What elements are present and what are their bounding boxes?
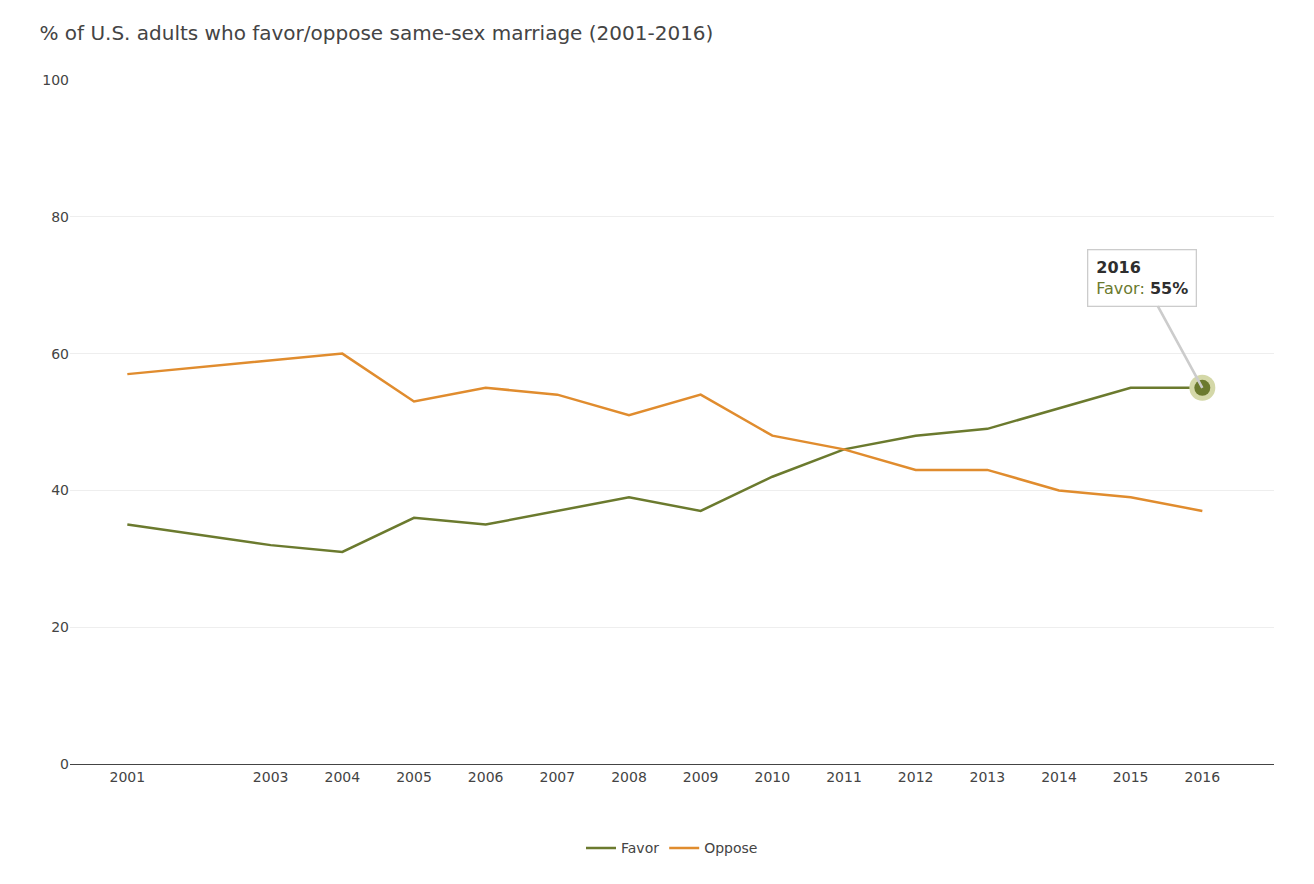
svg-text:% of U.S. adults who favor/opp: % of U.S. adults who favor/oppose same-s… <box>39 21 713 45</box>
svg-text:Oppose: Oppose <box>704 840 757 856</box>
svg-text:40: 40 <box>51 482 69 498</box>
svg-text:100: 100 <box>42 72 69 88</box>
svg-text:2007: 2007 <box>540 769 576 785</box>
svg-text:80: 80 <box>51 209 69 225</box>
svg-text:2016: 2016 <box>1185 769 1221 785</box>
svg-text:2014: 2014 <box>1041 769 1077 785</box>
svg-text:2001: 2001 <box>110 769 146 785</box>
svg-text:2011: 2011 <box>826 769 862 785</box>
svg-text:2012: 2012 <box>898 769 934 785</box>
svg-text:2008: 2008 <box>611 769 647 785</box>
svg-text:Favor: Favor <box>621 840 659 856</box>
svg-text:60: 60 <box>51 346 69 362</box>
svg-text:0: 0 <box>60 756 69 772</box>
svg-text:2016Favor: 55%: 2016Favor: 55% <box>1096 258 1188 298</box>
svg-text:2015: 2015 <box>1113 769 1149 785</box>
svg-text:2004: 2004 <box>325 769 361 785</box>
svg-text:2003: 2003 <box>253 769 289 785</box>
svg-text:2009: 2009 <box>683 769 719 785</box>
svg-text:2013: 2013 <box>970 769 1006 785</box>
svg-text:2006: 2006 <box>468 769 504 785</box>
svg-text:2010: 2010 <box>755 769 791 785</box>
svg-text:2005: 2005 <box>396 769 432 785</box>
svg-text:20: 20 <box>51 619 69 635</box>
